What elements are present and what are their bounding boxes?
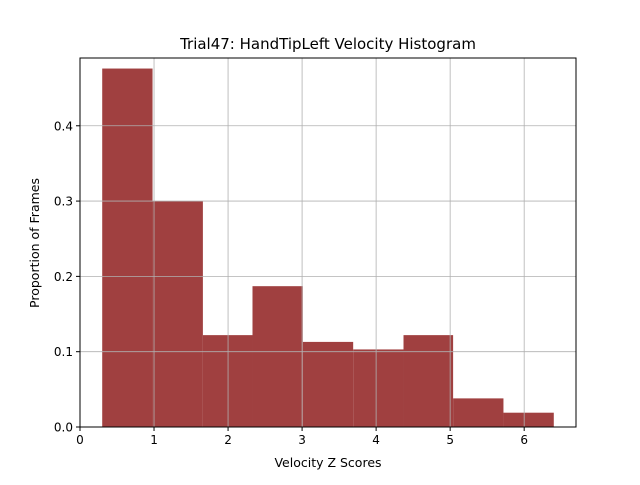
y-tick-label-4: 0.4 (54, 119, 73, 133)
chart-title: Trial47: HandTipLeft Velocity Histogram (179, 35, 476, 53)
x-tick-label-4: 4 (372, 433, 380, 447)
y-tick-label-2: 0.2 (54, 270, 73, 284)
histogram-bar-9 (503, 412, 554, 427)
x-tick-label-6: 6 (520, 433, 528, 447)
histogram-bar-4 (252, 286, 303, 427)
y-tick-label-3: 0.3 (54, 195, 73, 209)
histogram-bar-7 (403, 335, 454, 427)
x-axis-label: Velocity Z Scores (274, 455, 381, 470)
x-tick-label-2: 2 (224, 433, 232, 447)
histogram-bar-5 (302, 341, 354, 427)
y-tick-label-0: 0.0 (54, 421, 73, 435)
histogram-bar-2 (152, 201, 203, 427)
histogram-bar-8 (453, 398, 504, 427)
x-tick-label-0: 0 (76, 433, 84, 447)
x-tick-label-3: 3 (298, 433, 306, 447)
histogram-bar-6 (353, 349, 404, 427)
x-tick-label-5: 5 (446, 433, 454, 447)
ticks-layer: 0 1 2 3 4 5 6 0.0 0.1 0.2 0.3 0.4 (54, 119, 528, 447)
plot-frame (79, 57, 577, 428)
y-tick-label-1: 0.1 (54, 345, 73, 359)
y-axis-label: Proportion of Frames (27, 178, 42, 308)
histogram-bar-1 (102, 68, 153, 428)
x-tick-label-1: 1 (150, 433, 158, 447)
